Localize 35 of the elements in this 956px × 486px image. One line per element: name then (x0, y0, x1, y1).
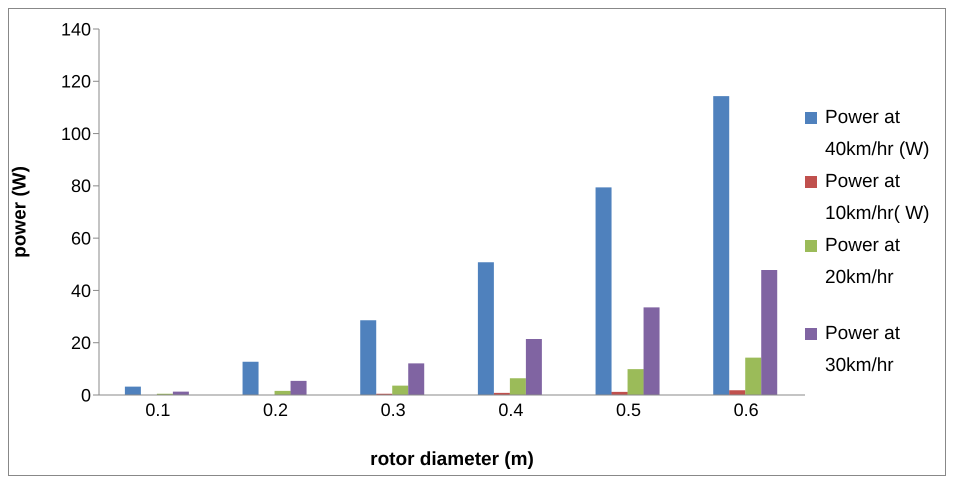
legend-label: Power at 20km/hr (825, 234, 901, 290)
x-tick-label: 0.5 (616, 400, 642, 420)
bar (510, 378, 526, 395)
y-tick-label: 140 (60, 19, 91, 40)
legend-label: Power at 40km/hr (W) (825, 106, 930, 162)
y-tick-label: 20 (70, 333, 91, 354)
x-tick-label: 0.1 (145, 400, 170, 420)
bar (360, 320, 376, 395)
x-tick-label: 0.4 (498, 400, 524, 420)
x-axis-title: rotor diameter (m) (370, 449, 534, 470)
y-tick-label: 40 (70, 280, 91, 301)
y-tick-label: 60 (70, 228, 91, 249)
bar (526, 339, 542, 395)
bar (408, 363, 424, 395)
bar (745, 358, 762, 395)
legend-label: Power at 10km/hr( W) (825, 170, 930, 226)
y-tick-label: 100 (60, 124, 91, 144)
bar (596, 187, 612, 395)
bar (478, 262, 494, 395)
y-axis-title: power (W) (10, 166, 31, 258)
x-tick-label: 0.6 (734, 400, 759, 420)
legend-label: Power at 30km/hr (825, 322, 901, 378)
bar (242, 362, 259, 395)
x-tick-label: 0.3 (380, 400, 406, 420)
bar (713, 96, 730, 395)
bar (124, 386, 141, 395)
y-tick-label: 120 (60, 72, 91, 92)
y-tick-label: 80 (70, 176, 91, 196)
bar (290, 380, 307, 395)
bar (628, 369, 644, 395)
bar (392, 386, 408, 395)
x-tick-label: 0.2 (262, 400, 288, 420)
bar (644, 307, 660, 395)
y-tick-label: 0 (80, 385, 91, 406)
bar (761, 270, 778, 395)
